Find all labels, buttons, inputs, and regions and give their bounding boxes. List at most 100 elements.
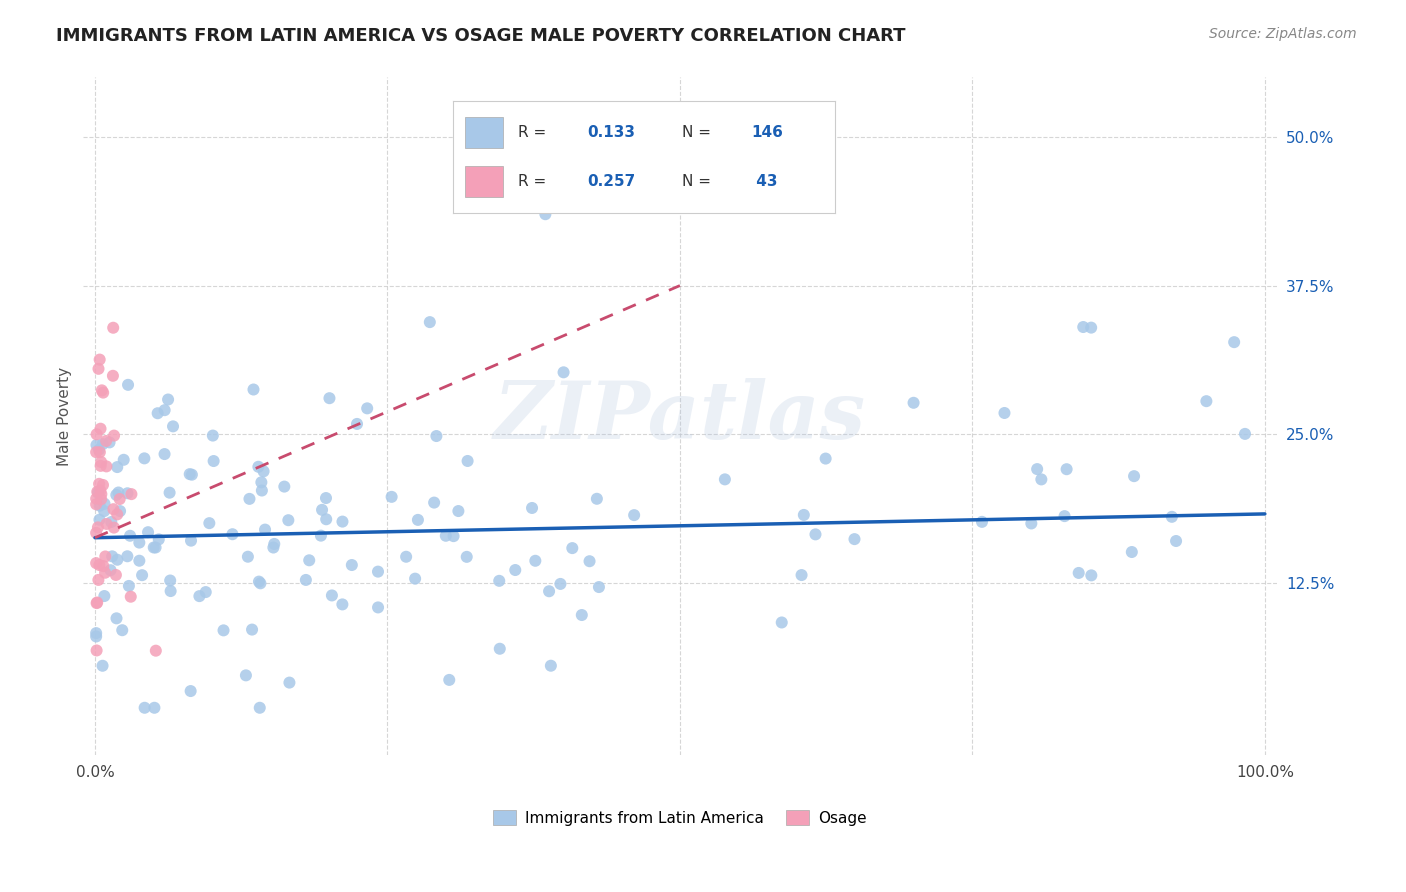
Point	[553, 365, 575, 379]
Point	[94, 434, 117, 448]
Point	[456, 549, 478, 564]
Point	[201, 428, 224, 442]
Point	[309, 529, 332, 543]
Point	[406, 513, 429, 527]
Point	[1233, 426, 1256, 441]
Point	[520, 500, 543, 515]
Point	[534, 207, 557, 221]
Point	[714, 472, 737, 486]
Point	[254, 523, 277, 537]
Point	[588, 580, 610, 594]
Point	[1056, 462, 1078, 476]
Point	[194, 585, 217, 599]
Point	[844, 532, 866, 546]
Point	[94, 549, 117, 564]
Point	[503, 563, 526, 577]
Point	[434, 529, 457, 543]
Point	[1021, 516, 1043, 531]
Point	[252, 464, 274, 478]
Point	[262, 541, 284, 555]
Point	[1123, 469, 1146, 483]
Point	[247, 459, 270, 474]
Y-axis label: Male Poverty: Male Poverty	[58, 367, 72, 466]
Point	[1080, 568, 1102, 582]
Point	[118, 579, 141, 593]
Point	[105, 552, 128, 566]
Point	[103, 320, 125, 334]
Point	[103, 520, 125, 534]
Point	[623, 508, 645, 522]
Point	[134, 451, 156, 466]
Point	[321, 589, 343, 603]
Point	[87, 520, 110, 534]
Point	[550, 577, 572, 591]
Point	[90, 458, 112, 473]
Point	[89, 445, 111, 459]
Point	[180, 684, 202, 698]
Point	[770, 615, 793, 630]
Point	[86, 427, 108, 442]
Point	[249, 700, 271, 714]
Point	[804, 527, 827, 541]
Point	[793, 508, 815, 522]
Point	[367, 565, 389, 579]
Point	[105, 508, 128, 522]
Point	[84, 491, 107, 506]
Point	[1080, 320, 1102, 334]
Point	[84, 556, 107, 570]
Point	[87, 361, 110, 376]
Point	[202, 454, 225, 468]
Point	[101, 368, 124, 383]
Text: Source: ZipAtlas.com: Source: ZipAtlas.com	[1209, 27, 1357, 41]
Text: IMMIGRANTS FROM LATIN AMERICA VS OSAGE MALE POVERTY CORRELATION CHART: IMMIGRANTS FROM LATIN AMERICA VS OSAGE M…	[56, 27, 905, 45]
Point	[443, 529, 465, 543]
Point	[90, 384, 112, 398]
Point	[332, 598, 354, 612]
Point	[105, 488, 128, 502]
Point	[120, 487, 142, 501]
Point	[561, 541, 583, 555]
Point	[298, 553, 321, 567]
Point	[315, 491, 337, 505]
Point	[790, 568, 813, 582]
Point	[117, 486, 139, 500]
Point	[188, 589, 211, 603]
Point	[1160, 509, 1182, 524]
Point	[128, 535, 150, 549]
Point	[86, 484, 108, 499]
Point	[180, 467, 202, 482]
Point	[117, 549, 139, 564]
Point	[120, 529, 142, 543]
Point	[277, 513, 299, 527]
Point	[105, 460, 128, 475]
Point	[240, 623, 263, 637]
Point	[1067, 566, 1090, 580]
Point	[318, 391, 340, 405]
Point	[1195, 394, 1218, 409]
Point	[89, 422, 111, 436]
Point	[87, 476, 110, 491]
Point	[96, 516, 118, 531]
Point	[93, 589, 115, 603]
Point	[91, 437, 114, 451]
Point	[538, 584, 561, 599]
Point	[108, 504, 131, 518]
Point	[93, 559, 115, 574]
Point	[278, 675, 301, 690]
Point	[93, 504, 115, 518]
Point	[263, 537, 285, 551]
Point	[235, 668, 257, 682]
Point	[367, 600, 389, 615]
Point	[84, 445, 107, 459]
Point	[340, 558, 363, 572]
Point	[571, 607, 593, 622]
Point	[180, 533, 202, 548]
Point	[159, 584, 181, 599]
Point	[159, 574, 181, 588]
Point	[91, 658, 114, 673]
Point	[91, 385, 114, 400]
Point	[586, 491, 609, 506]
Legend: Immigrants from Latin America, Osage: Immigrants from Latin America, Osage	[486, 804, 873, 832]
Point	[153, 447, 176, 461]
Point	[103, 502, 125, 516]
